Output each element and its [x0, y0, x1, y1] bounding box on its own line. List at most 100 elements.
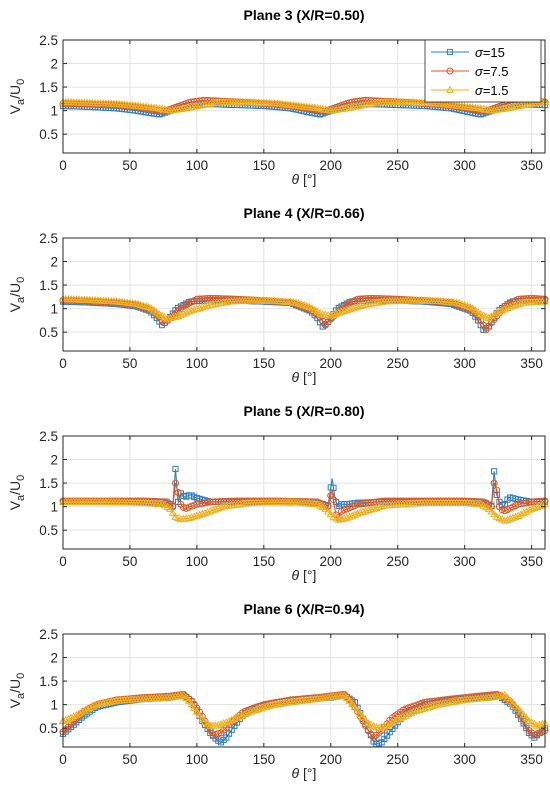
data-point: [83, 705, 92, 713]
data-point: [503, 303, 512, 312]
data-point: [506, 696, 515, 704]
data-point: [522, 713, 531, 721]
y-tick-label: 1.5: [39, 674, 58, 689]
data-point: [345, 103, 354, 111]
data-point: [487, 507, 496, 515]
chart-panels: Plane 3 (X/R=0.50)0 50 100 150 200 250 300 3500…: [7, 7, 550, 781]
data-point: [345, 304, 354, 313]
chart-title: Plane 4 (X/R=0.66): [243, 205, 364, 221]
data-point: [330, 484, 337, 491]
data-point: [219, 719, 228, 727]
data-point: [383, 497, 391, 505]
data-point: [198, 96, 206, 104]
data-point: [209, 498, 217, 506]
data-point: [390, 716, 400, 725]
x-tick-label: 250: [386, 356, 409, 371]
y-tick-label: 1: [50, 500, 58, 515]
data-point: [374, 502, 384, 511]
data-point: [101, 698, 110, 706]
data-point: [353, 509, 362, 517]
data-point: [388, 497, 396, 505]
chart-panel: Plane 5 (X/R=0.80) 0 50 100 150 200 250 300 350 0…: [7, 403, 550, 583]
data-point: [222, 718, 231, 726]
data-point: [484, 504, 493, 512]
data-point: [254, 704, 263, 713]
data-point: [519, 508, 528, 517]
data-point: [192, 304, 201, 312]
y-tick-label: 2.5: [39, 231, 58, 246]
data-point: [204, 498, 212, 506]
data-point: [61, 715, 70, 724]
data-point: [498, 306, 507, 314]
data-point: [340, 104, 349, 112]
data-point: [168, 313, 177, 321]
x-tick-label: 300: [453, 158, 476, 173]
data-point: [517, 295, 525, 303]
data-point: [495, 307, 504, 315]
data-point: [359, 96, 367, 104]
series-3: [58, 497, 550, 524]
data-point: [243, 708, 252, 716]
y-tick-label: 0.5: [39, 127, 58, 142]
data-point: [532, 502, 542, 510]
legend-label: σ=7.5: [475, 64, 509, 79]
data-point: [329, 310, 338, 318]
data-point: [195, 711, 204, 719]
data-point: [535, 720, 544, 728]
data-point: [506, 103, 515, 111]
data-point: [200, 508, 209, 517]
data-point: [93, 699, 102, 708]
y-axis-label: Va/U0: [7, 277, 27, 313]
data-point: [354, 500, 362, 508]
data-point: [415, 705, 424, 714]
data-point: [516, 299, 525, 307]
data-point: [362, 96, 370, 104]
y-tick-label: 2: [50, 57, 58, 72]
data-point: [372, 294, 380, 302]
data-point: [514, 511, 523, 519]
data-point: [190, 703, 199, 711]
data-point: [345, 512, 354, 520]
data-point: [206, 498, 214, 506]
data-point: [193, 97, 201, 105]
data-point: [508, 301, 517, 309]
x-tick-label: 300: [453, 752, 476, 767]
data-point: [514, 704, 523, 712]
data-point: [198, 714, 207, 723]
chart-panel: Plane 6 (X/R=0.94) 0 50 100 150 200 250 300 350 0…: [7, 601, 550, 781]
data-point: [251, 705, 260, 713]
data-point: [425, 702, 434, 710]
x-tick-label: 0: [59, 752, 67, 767]
data-point: [396, 713, 405, 722]
data-point: [249, 706, 258, 714]
data-point: [525, 498, 533, 506]
data-point: [358, 712, 367, 721]
data-point: [345, 696, 354, 704]
data-point: [369, 504, 378, 512]
y-tick-label: 2.5: [39, 33, 58, 48]
data-point: [517, 500, 525, 508]
data-point: [340, 690, 349, 699]
data-point: [342, 693, 351, 701]
data-point: [192, 707, 201, 715]
data-point: [350, 702, 359, 711]
data-point: [356, 508, 365, 516]
data-point: [166, 504, 175, 512]
chart-title: Plane 3 (X/R=0.50): [243, 7, 364, 23]
data-point: [222, 497, 230, 505]
x-tick-label: 200: [320, 554, 343, 569]
data-point: [265, 701, 274, 709]
data-point: [348, 511, 357, 519]
data-point: [64, 714, 73, 723]
data-point: [188, 98, 196, 106]
data-point: [184, 513, 193, 522]
data-point: [490, 479, 498, 487]
data-point: [174, 489, 182, 496]
data-point: [187, 102, 196, 111]
data-point: [233, 713, 242, 721]
series-line: [62, 101, 546, 112]
x-tick-label: 200: [320, 158, 343, 173]
data-point: [174, 311, 183, 319]
data-point: [356, 500, 364, 508]
data-point: [238, 710, 247, 719]
